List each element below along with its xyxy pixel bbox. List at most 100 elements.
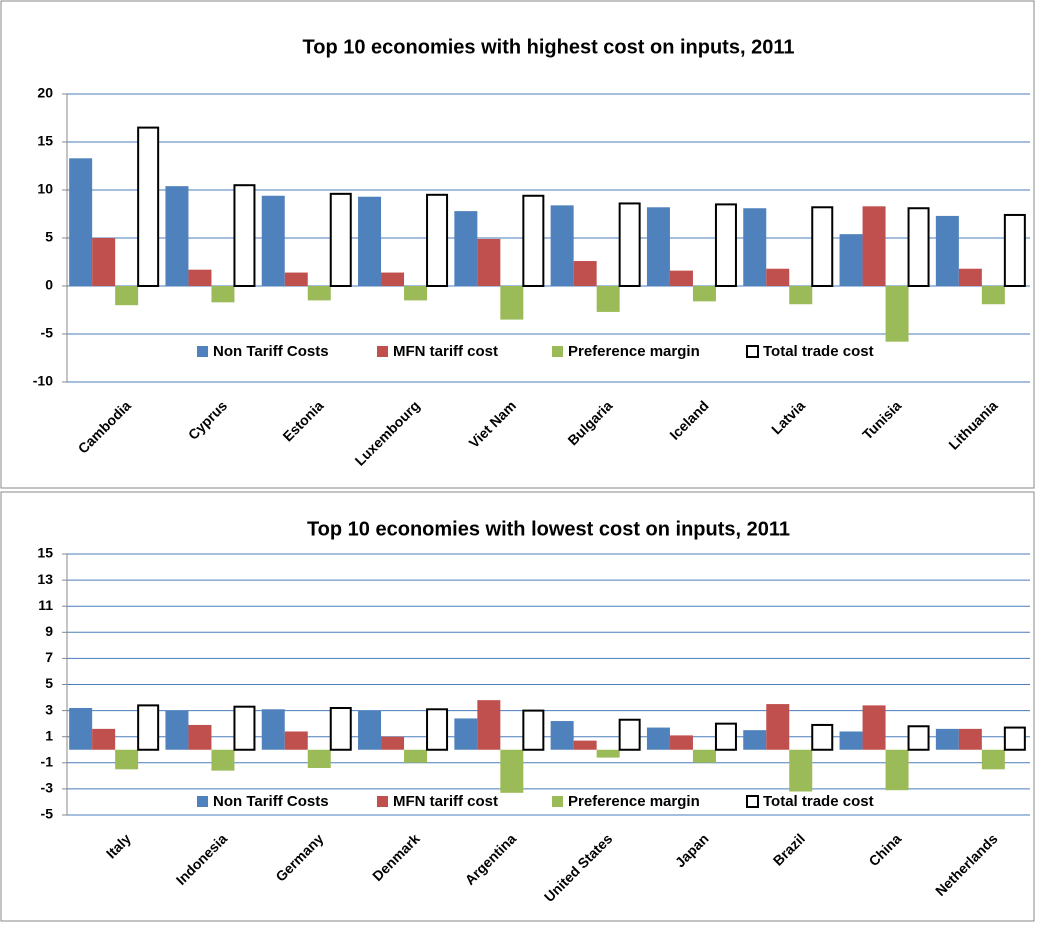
bar [596,286,620,312]
bar [839,731,863,750]
y-tick-label: 15 [37,545,53,561]
bar [743,730,767,750]
legend-label: Total trade cost [763,343,874,360]
bar [404,286,428,301]
bar [907,207,930,288]
bar [188,269,212,286]
bar [885,286,909,342]
x-tick-label: Italy [103,830,134,861]
x-tick-label: Bulgaria [564,397,615,448]
x-tick-label: Denmark [369,830,423,884]
bar [137,704,160,751]
y-tick-label: 1 [45,727,53,743]
bar [358,196,382,286]
bar [69,158,93,286]
bar [454,718,478,750]
bar [573,740,597,750]
y-tick-label: 15 [37,133,53,149]
bar [188,724,212,750]
bar [789,286,813,305]
legend-swatch [746,795,759,808]
bar [211,286,235,303]
bar [862,206,886,286]
chart-title: Top 10 economies with highest cost on in… [303,36,795,58]
bar [137,126,160,287]
bar [550,205,574,286]
y-tick-label: 20 [37,85,53,101]
bar [596,749,620,758]
bar [714,203,737,287]
bar [165,186,189,286]
x-tick-label: Estonia [279,397,326,444]
x-tick-label: Germany [272,830,326,884]
bar [522,194,545,287]
y-tick-label: -3 [41,780,54,796]
x-tick-label: Argentina [462,830,520,888]
bar [426,193,449,287]
y-tick-label: -10 [33,373,53,389]
bar [743,208,767,286]
x-tick-label: China [865,830,904,869]
bar [426,708,449,751]
legend-label: Non Tariff Costs [213,793,329,810]
bar [885,749,909,791]
legend-label: Preference margin [568,793,700,810]
y-tick-label: 7 [45,649,53,665]
x-tick-label: Latvia [768,397,808,437]
chart-frame [0,491,1035,922]
legend-label: MFN tariff cost [393,343,498,360]
bar [522,709,545,751]
bar [811,723,834,751]
bar [550,721,574,750]
bar [477,700,501,750]
bar [358,710,382,750]
legend-swatch [552,346,563,357]
bar [284,272,308,286]
bar [958,728,982,750]
bar [766,704,790,750]
bar [646,207,670,286]
bar [233,705,256,751]
bar [935,728,959,750]
legend-swatch [197,796,208,807]
bar [839,234,863,286]
legend-label: Preference margin [568,343,700,360]
bar [862,705,886,750]
bar [381,272,405,286]
bar [261,195,285,286]
y-tick-label: 5 [45,229,53,245]
legend-label: Total trade cost [763,793,874,810]
bar [1003,726,1026,751]
bar [307,749,331,769]
y-tick-label: -5 [41,806,54,822]
x-tick-label: Cambodia [75,397,134,456]
bar [692,749,716,763]
x-tick-label: Netherlands [932,830,1001,899]
x-tick-label: Tunisia [859,397,904,442]
bar [115,286,139,306]
y-tick-label: 5 [45,675,53,691]
x-tick-label: United States [541,830,616,905]
x-tick-label: Brazil [770,830,808,868]
chart-title: Top 10 economies with lowest cost on inp… [307,518,790,540]
bar [811,206,834,287]
x-tick-label: Indonesia [173,830,231,888]
bar [500,286,524,320]
legend-swatch [552,796,563,807]
bar [789,749,813,792]
bar [69,707,93,750]
y-tick-label: 11 [38,597,53,613]
bar [92,728,116,750]
legend-swatch [377,796,388,807]
x-tick-label: Luxembourg [352,397,423,468]
bar [1003,213,1026,288]
bar [500,749,524,793]
bar [233,184,256,287]
legend-swatch [746,345,759,358]
bar [454,211,478,286]
bar [165,710,189,750]
bar [714,722,737,751]
bar [766,268,790,286]
bar [981,749,1005,770]
